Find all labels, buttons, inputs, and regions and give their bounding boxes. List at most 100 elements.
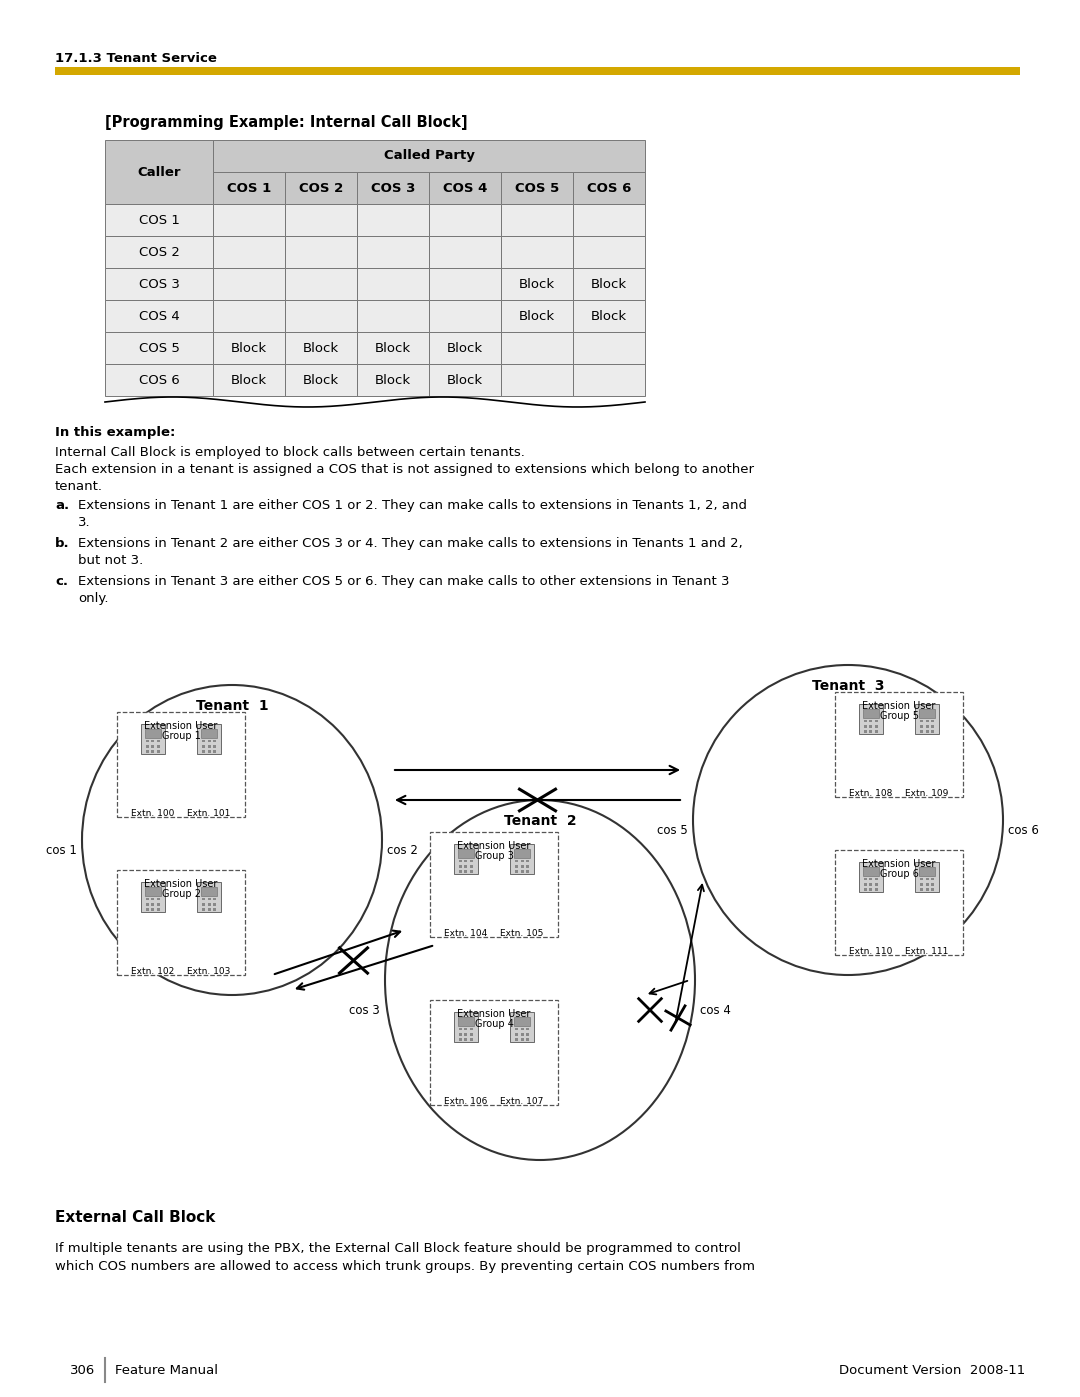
Bar: [521, 1038, 524, 1041]
Text: Extensions in Tenant 1 are either COS 1 or 2. They can make calls to extensions : Extensions in Tenant 1 are either COS 1 …: [78, 499, 747, 529]
Bar: [146, 745, 149, 747]
Text: a.: a.: [55, 499, 69, 511]
Ellipse shape: [693, 665, 1003, 975]
Text: Block: Block: [231, 373, 267, 387]
Text: Extn. 109: Extn. 109: [905, 789, 949, 798]
Bar: [214, 902, 216, 905]
Bar: [146, 902, 149, 905]
Bar: [202, 898, 205, 901]
Text: COS 6: COS 6: [586, 182, 631, 194]
Bar: [573, 300, 645, 332]
Bar: [459, 859, 461, 862]
Bar: [875, 888, 878, 891]
Bar: [55, 67, 1020, 75]
Bar: [454, 844, 477, 875]
Bar: [213, 140, 645, 172]
Bar: [207, 745, 211, 747]
Bar: [869, 725, 873, 728]
Text: Block: Block: [375, 341, 411, 355]
Bar: [207, 750, 211, 753]
Bar: [931, 725, 934, 728]
Bar: [207, 902, 211, 905]
Text: Extn. 107: Extn. 107: [500, 1097, 544, 1106]
Bar: [470, 1028, 473, 1031]
Bar: [357, 332, 429, 365]
Bar: [214, 745, 216, 747]
Bar: [920, 725, 923, 728]
Bar: [521, 870, 524, 873]
Text: External Call Block: External Call Block: [55, 1210, 215, 1225]
Bar: [875, 725, 878, 728]
Text: Group 1: Group 1: [162, 731, 201, 740]
Bar: [202, 745, 205, 747]
Bar: [470, 865, 473, 868]
Bar: [464, 1032, 468, 1035]
Bar: [864, 888, 866, 891]
Text: Block: Block: [375, 373, 411, 387]
Bar: [459, 870, 461, 873]
Bar: [501, 268, 573, 300]
Bar: [146, 739, 149, 742]
Bar: [429, 332, 501, 365]
Bar: [515, 1028, 518, 1031]
Bar: [429, 268, 501, 300]
Text: cos 2: cos 2: [387, 844, 418, 856]
Text: Block: Block: [447, 341, 483, 355]
Bar: [515, 865, 518, 868]
Bar: [869, 883, 873, 886]
Text: cos 1: cos 1: [46, 844, 77, 856]
Bar: [863, 710, 879, 718]
Bar: [357, 365, 429, 395]
Text: COS 5: COS 5: [138, 341, 179, 355]
Bar: [357, 236, 429, 268]
Bar: [157, 750, 160, 753]
Text: cos 3: cos 3: [349, 1003, 380, 1017]
Text: COS 4: COS 4: [138, 310, 179, 323]
Bar: [864, 731, 866, 733]
Bar: [919, 710, 935, 718]
Text: COS 3: COS 3: [370, 182, 415, 194]
Text: Block: Block: [231, 341, 267, 355]
Bar: [470, 1038, 473, 1041]
Text: Caller: Caller: [137, 165, 180, 179]
Bar: [470, 870, 473, 873]
Bar: [105, 268, 213, 300]
Bar: [470, 859, 473, 862]
Bar: [429, 172, 501, 204]
Text: Group 2: Group 2: [162, 888, 201, 900]
Bar: [157, 908, 160, 911]
Bar: [285, 268, 357, 300]
Bar: [931, 719, 934, 722]
Bar: [501, 172, 573, 204]
Bar: [207, 739, 211, 742]
Bar: [926, 719, 929, 722]
Bar: [526, 870, 529, 873]
Bar: [926, 725, 929, 728]
Bar: [458, 1017, 474, 1025]
Bar: [202, 750, 205, 753]
Bar: [157, 902, 160, 905]
Bar: [464, 1028, 468, 1031]
Text: Extn. 106: Extn. 106: [444, 1097, 487, 1106]
Bar: [573, 365, 645, 395]
Text: COS 5: COS 5: [515, 182, 559, 194]
Bar: [202, 908, 205, 911]
Bar: [146, 908, 149, 911]
Bar: [920, 883, 923, 886]
Bar: [157, 739, 160, 742]
Bar: [501, 332, 573, 365]
Bar: [213, 236, 285, 268]
Text: Block: Block: [302, 341, 339, 355]
Bar: [501, 365, 573, 395]
Bar: [146, 750, 149, 753]
Bar: [526, 1028, 529, 1031]
Bar: [514, 1017, 530, 1025]
Bar: [573, 236, 645, 268]
Text: Extn. 111: Extn. 111: [905, 947, 949, 956]
Bar: [198, 724, 221, 754]
Bar: [357, 300, 429, 332]
Text: Extn. 110: Extn. 110: [849, 947, 892, 956]
Bar: [105, 140, 213, 204]
Text: Extensions in Tenant 2 are either COS 3 or 4. They can make calls to extensions : Extensions in Tenant 2 are either COS 3 …: [78, 536, 743, 567]
Text: Group 5: Group 5: [879, 711, 918, 721]
